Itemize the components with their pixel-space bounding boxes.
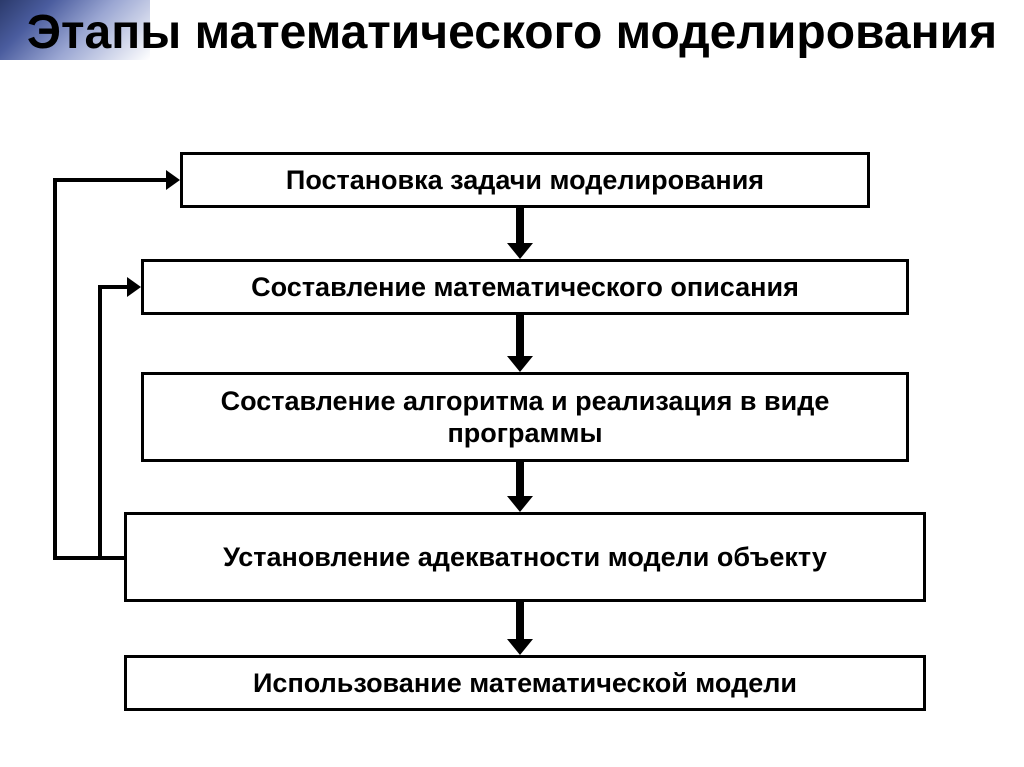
stage-box-1: Постановка задачи моделирования (180, 152, 870, 208)
slide: Этапы математического моделирования Пост… (0, 0, 1024, 767)
stage-box-5: Использование математической модели (124, 655, 926, 711)
stage-label-3: Составление алгоритма и реализация в вид… (154, 385, 896, 450)
stage-box-4: Установление адекватности модели объекту (124, 512, 926, 602)
title-text: Этапы математического моделирования (27, 6, 997, 59)
stage-label-5: Использование математической модели (253, 667, 797, 699)
stage-label-2: Составление математического описания (251, 271, 799, 303)
stage-label-1: Постановка задачи моделирования (286, 164, 764, 196)
stage-label-4: Установление адекватности модели объекту (223, 541, 827, 573)
slide-title: Этапы математического моделирования (0, 8, 1024, 58)
stage-box-3: Составление алгоритма и реализация в вид… (141, 372, 909, 462)
stage-box-2: Составление математического описания (141, 259, 909, 315)
